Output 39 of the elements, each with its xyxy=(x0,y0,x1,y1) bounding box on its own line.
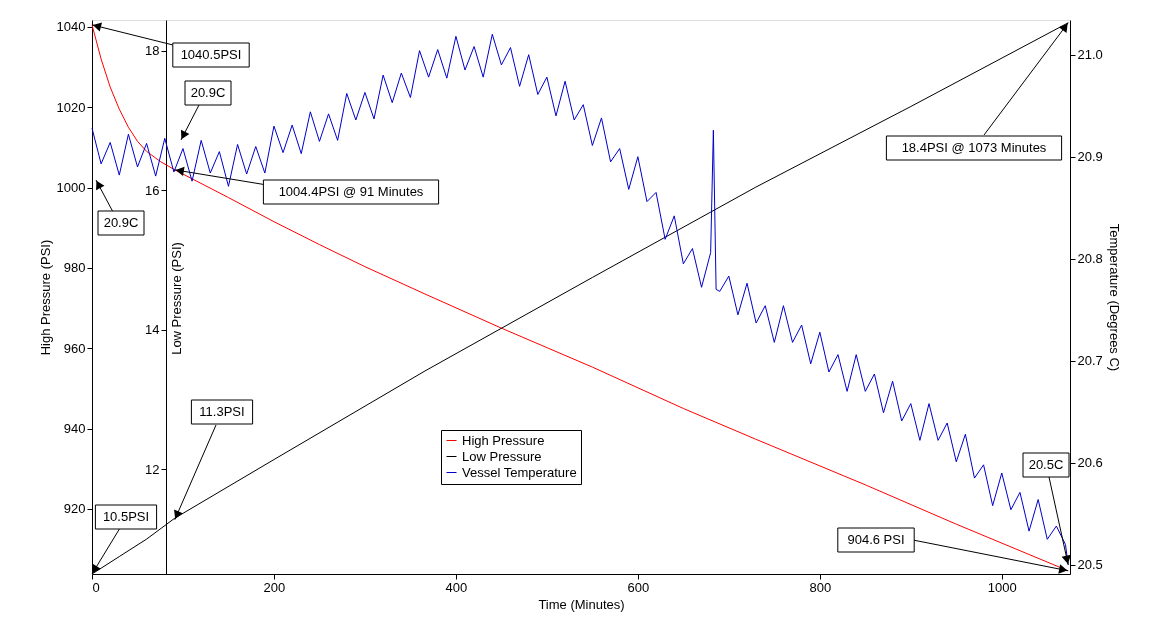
y2-tick-label: 16 xyxy=(145,182,160,198)
y3-axis-title: Temperature (Degrees C) xyxy=(1106,223,1122,372)
annotation: 1040.5PSI xyxy=(180,47,242,62)
x-tick-label: 1000 xyxy=(987,579,1017,595)
y3-tick-label: 20.7 xyxy=(1077,353,1103,369)
annotation: 1004.4PSI @ 91 Minutes xyxy=(278,184,424,199)
annotation: 20.5C xyxy=(1028,457,1064,472)
x-tick-label: 600 xyxy=(627,579,650,595)
x-tick-label: 200 xyxy=(263,579,286,595)
y2-tick-label: 12 xyxy=(145,461,160,477)
legend-label: Vessel Temperature xyxy=(462,464,577,480)
x-tick-label: 400 xyxy=(445,579,468,595)
y2-tick-label: 18 xyxy=(145,43,160,59)
x-tick-label: 800 xyxy=(809,579,832,595)
legend-label: Low Pressure xyxy=(462,448,542,464)
legend-label: High Pressure xyxy=(462,432,545,448)
x-tick-label: 0 xyxy=(92,579,100,595)
y3-tick-label: 20.5 xyxy=(1077,557,1103,573)
y-tick-label: 1000 xyxy=(56,180,86,196)
x-axis-title: Time (Minutes) xyxy=(538,596,625,612)
annotation: 20.9C xyxy=(190,85,226,100)
annotation: 11.3PSI xyxy=(199,404,245,419)
y3-tick-label: 20.6 xyxy=(1077,455,1103,471)
y3-tick-label: 20.9 xyxy=(1077,149,1103,165)
y-tick-label: 1040 xyxy=(56,19,86,35)
y3-tick-label: 21.0 xyxy=(1077,47,1103,63)
y-tick-label: 940 xyxy=(63,421,86,437)
y3-tick-label: 20.8 xyxy=(1077,251,1103,267)
y-axis-title: High Pressure (PSI) xyxy=(37,239,53,356)
annotation: 18.4PSI @ 1073 Minutes xyxy=(901,140,1047,155)
y2-tick-label: 14 xyxy=(145,322,160,338)
y-tick-label: 920 xyxy=(63,501,86,517)
y2-axis-title: Low Pressure (PSI) xyxy=(168,242,184,355)
annotation: 904.6 PSI xyxy=(847,532,905,547)
annotation: 20.9C xyxy=(103,215,139,230)
y-tick-label: 980 xyxy=(63,260,86,276)
y-tick-label: 960 xyxy=(63,340,86,356)
annotation: 10.5PSI xyxy=(102,509,150,524)
y-tick-label: 1020 xyxy=(56,99,86,115)
